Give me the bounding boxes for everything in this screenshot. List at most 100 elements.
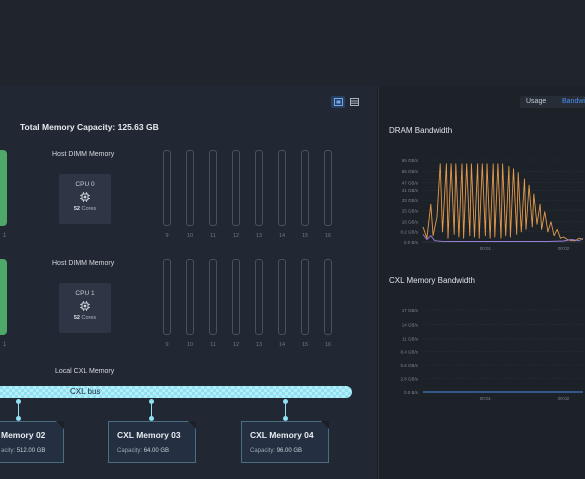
slot-number-label: 16	[324, 233, 332, 239]
slot-number-label: 13	[255, 342, 263, 348]
dimm-slot-empty[interactable]	[209, 150, 217, 226]
dimm-slot-empty[interactable]	[301, 259, 309, 335]
host-dimm-title: Host DIMM Memory	[52, 260, 115, 267]
dimm-slot-empty[interactable]	[186, 259, 194, 335]
cxl-memory-capacity: Capacity: 96.00 GB	[250, 448, 303, 454]
cxl-chart-y-tick-label: 8.4 GB/s	[400, 349, 418, 354]
slot-number-label: 14	[278, 233, 286, 239]
dram-chart-series-line-1	[422, 234, 584, 242]
dram-chart-y-tick-label: 47 GB/s	[402, 181, 419, 186]
dimm-slot-empty[interactable]	[278, 259, 286, 335]
dimm-slot-empty[interactable]	[324, 259, 332, 335]
dimm-slot-empty[interactable]	[186, 150, 194, 226]
tab-usage[interactable]: Usage	[526, 98, 547, 105]
dram-chart-y-tick-label: 25 GB/s	[402, 208, 419, 213]
slot-number-label: 11	[210, 233, 216, 239]
slot-number-label: 15	[301, 342, 309, 348]
slot-number-label: 13	[255, 233, 263, 239]
slot-number-label: 10	[186, 233, 194, 239]
dimm-slot-empty[interactable]	[232, 150, 240, 226]
slot-number-label: 12	[232, 342, 240, 348]
cxl-memory-name: Memory 02	[1, 430, 46, 440]
dimm-slot-empty[interactable]	[163, 259, 171, 335]
dram-bandwidth-chart: 0.0 B/s 8.2 GB/s 16 GB/s 25 GB/s 33 GB/s 41 G…	[400, 158, 584, 251]
cxl-bandwidth-chart: 0.0 B/s 2.8 GB/s 5.6 GB/s 8.4 GB/s 11 GB/s 14…	[400, 308, 583, 401]
cxl-memory-name: CXL Memory 03	[117, 430, 181, 440]
dram-chart-y-tick-label: 33 GB/s	[402, 198, 419, 203]
dimm-slot-empty[interactable]	[232, 259, 240, 335]
dimm-slot-empty[interactable]	[209, 259, 217, 335]
host-dimm-title: Host DIMM Memory	[52, 151, 115, 158]
dram-chart-x-tick-label: 00:01	[480, 246, 492, 251]
dimm-slot-empty[interactable]	[278, 150, 286, 226]
cpu-card[interactable]: CPU 1 52 Cores	[59, 283, 111, 333]
bandwidth-panel	[378, 86, 585, 479]
dimm-slot-empty[interactable]	[255, 150, 263, 226]
cxl-chart-y-tick-label: 17 GB/s	[402, 308, 419, 313]
dram-chart-title: DRAM Bandwidth	[389, 126, 453, 135]
dram-chart-y-tick-label: 16 GB/s	[402, 220, 419, 225]
list-view-toggle[interactable]	[347, 96, 361, 108]
cpu-cores: 52 Cores	[73, 206, 97, 212]
cpu-name: CPU 1	[75, 290, 95, 297]
cpu-card[interactable]: CPU 0 52 Cores	[59, 174, 111, 224]
bus-connector-line	[151, 403, 152, 417]
cxl-memory-card[interactable]: CXL Memory 03 Capacity: 64.00 GB	[108, 421, 196, 463]
bus-connector-line	[285, 403, 286, 417]
bus-connector-dot	[149, 399, 154, 404]
slot-number-label: 14	[278, 342, 286, 348]
bus-connector-dot	[16, 399, 21, 404]
dram-chart-y-tick-label: 56 GB/s	[402, 169, 419, 174]
dram-chart-y-tick-label: 65 GB/s	[402, 158, 419, 163]
dimm-slot-used[interactable]	[0, 259, 7, 335]
cxl-memory-capacity: acity: 512.00 GB	[1, 448, 46, 454]
bus-connector-dot	[149, 416, 154, 421]
dimm-slot-empty[interactable]	[255, 259, 263, 335]
cxl-chart-y-tick-label: 2.8 GB/s	[400, 376, 418, 381]
view-segmented-control: Usage Bandwi	[520, 96, 585, 108]
bus-connector-dot	[283, 416, 288, 421]
slot-number-label: 1	[3, 233, 7, 239]
diagram-view-toggle[interactable]	[331, 96, 345, 108]
slot-number-label: 12	[232, 233, 240, 239]
cpu-name: CPU 0	[75, 181, 95, 188]
total-memory-capacity: Total Memory Capacity: 125.63 GB	[20, 122, 159, 132]
cxl-chart-y-tick-label: 5.6 GB/s	[400, 363, 418, 368]
slot-number-label: 9	[165, 233, 169, 239]
cpu-chip-icon	[80, 301, 90, 311]
top-toolbar-area	[0, 0, 585, 86]
list-view-icon	[349, 98, 359, 106]
cxl-chart-y-tick-label: 11 GB/s	[402, 337, 419, 342]
dram-chart-y-tick-label: 0.0 B/s	[404, 240, 419, 245]
cxl-chart-y-tick-label: 14 GB/s	[402, 322, 419, 327]
tab-bandwidth[interactable]: Bandwi	[562, 98, 585, 105]
dimm-slot-empty[interactable]	[324, 150, 332, 226]
cxl-memory-name: CXL Memory 04	[250, 430, 314, 440]
bus-connector-dot	[16, 416, 21, 421]
slot-number-label: 11	[210, 342, 216, 348]
dimm-slot-empty[interactable]	[301, 150, 309, 226]
dram-chart-y-tick-label: 41 GB/s	[402, 188, 419, 193]
dimm-slot-used[interactable]	[0, 150, 7, 226]
cxl-chart-x-tick-label: 00:02	[558, 396, 570, 401]
cpu-cores: 52 Cores	[73, 315, 97, 321]
dram-chart-series-line-0	[422, 163, 584, 242]
cxl-chart-x-tick-label: 00:01	[480, 396, 492, 401]
slot-number-label: 16	[324, 342, 332, 348]
slot-number-label: 15	[301, 233, 309, 239]
cxl-chart-y-tick-label: 0.0 B/s	[404, 390, 419, 395]
bus-connector-dot	[283, 399, 288, 404]
dram-chart-x-tick-label: 00:02	[558, 246, 570, 251]
dram-chart-y-tick-label: 8.2 GB/s	[400, 229, 418, 234]
slot-number-label: 9	[165, 342, 169, 348]
cxl-chart-title: CXL Memory Bandwidth	[389, 276, 475, 285]
dimm-slot-empty[interactable]	[163, 150, 171, 226]
cxl-memory-capacity: Capacity: 64.00 GB	[117, 448, 170, 454]
cxl-bus-label: CXL bus	[70, 387, 101, 396]
cxl-bus[interactable]	[0, 386, 352, 398]
cxl-memory-card[interactable]: CXL Memory 04 Capacity: 96.00 GB	[241, 421, 329, 463]
cxl-memory-card[interactable]: Memory 02 acity: 512.00 GB	[0, 421, 64, 463]
diagram-view-icon	[333, 98, 343, 106]
slot-number-label: 10	[186, 342, 194, 348]
cxl-section-title: Local CXL Memory	[55, 368, 115, 375]
